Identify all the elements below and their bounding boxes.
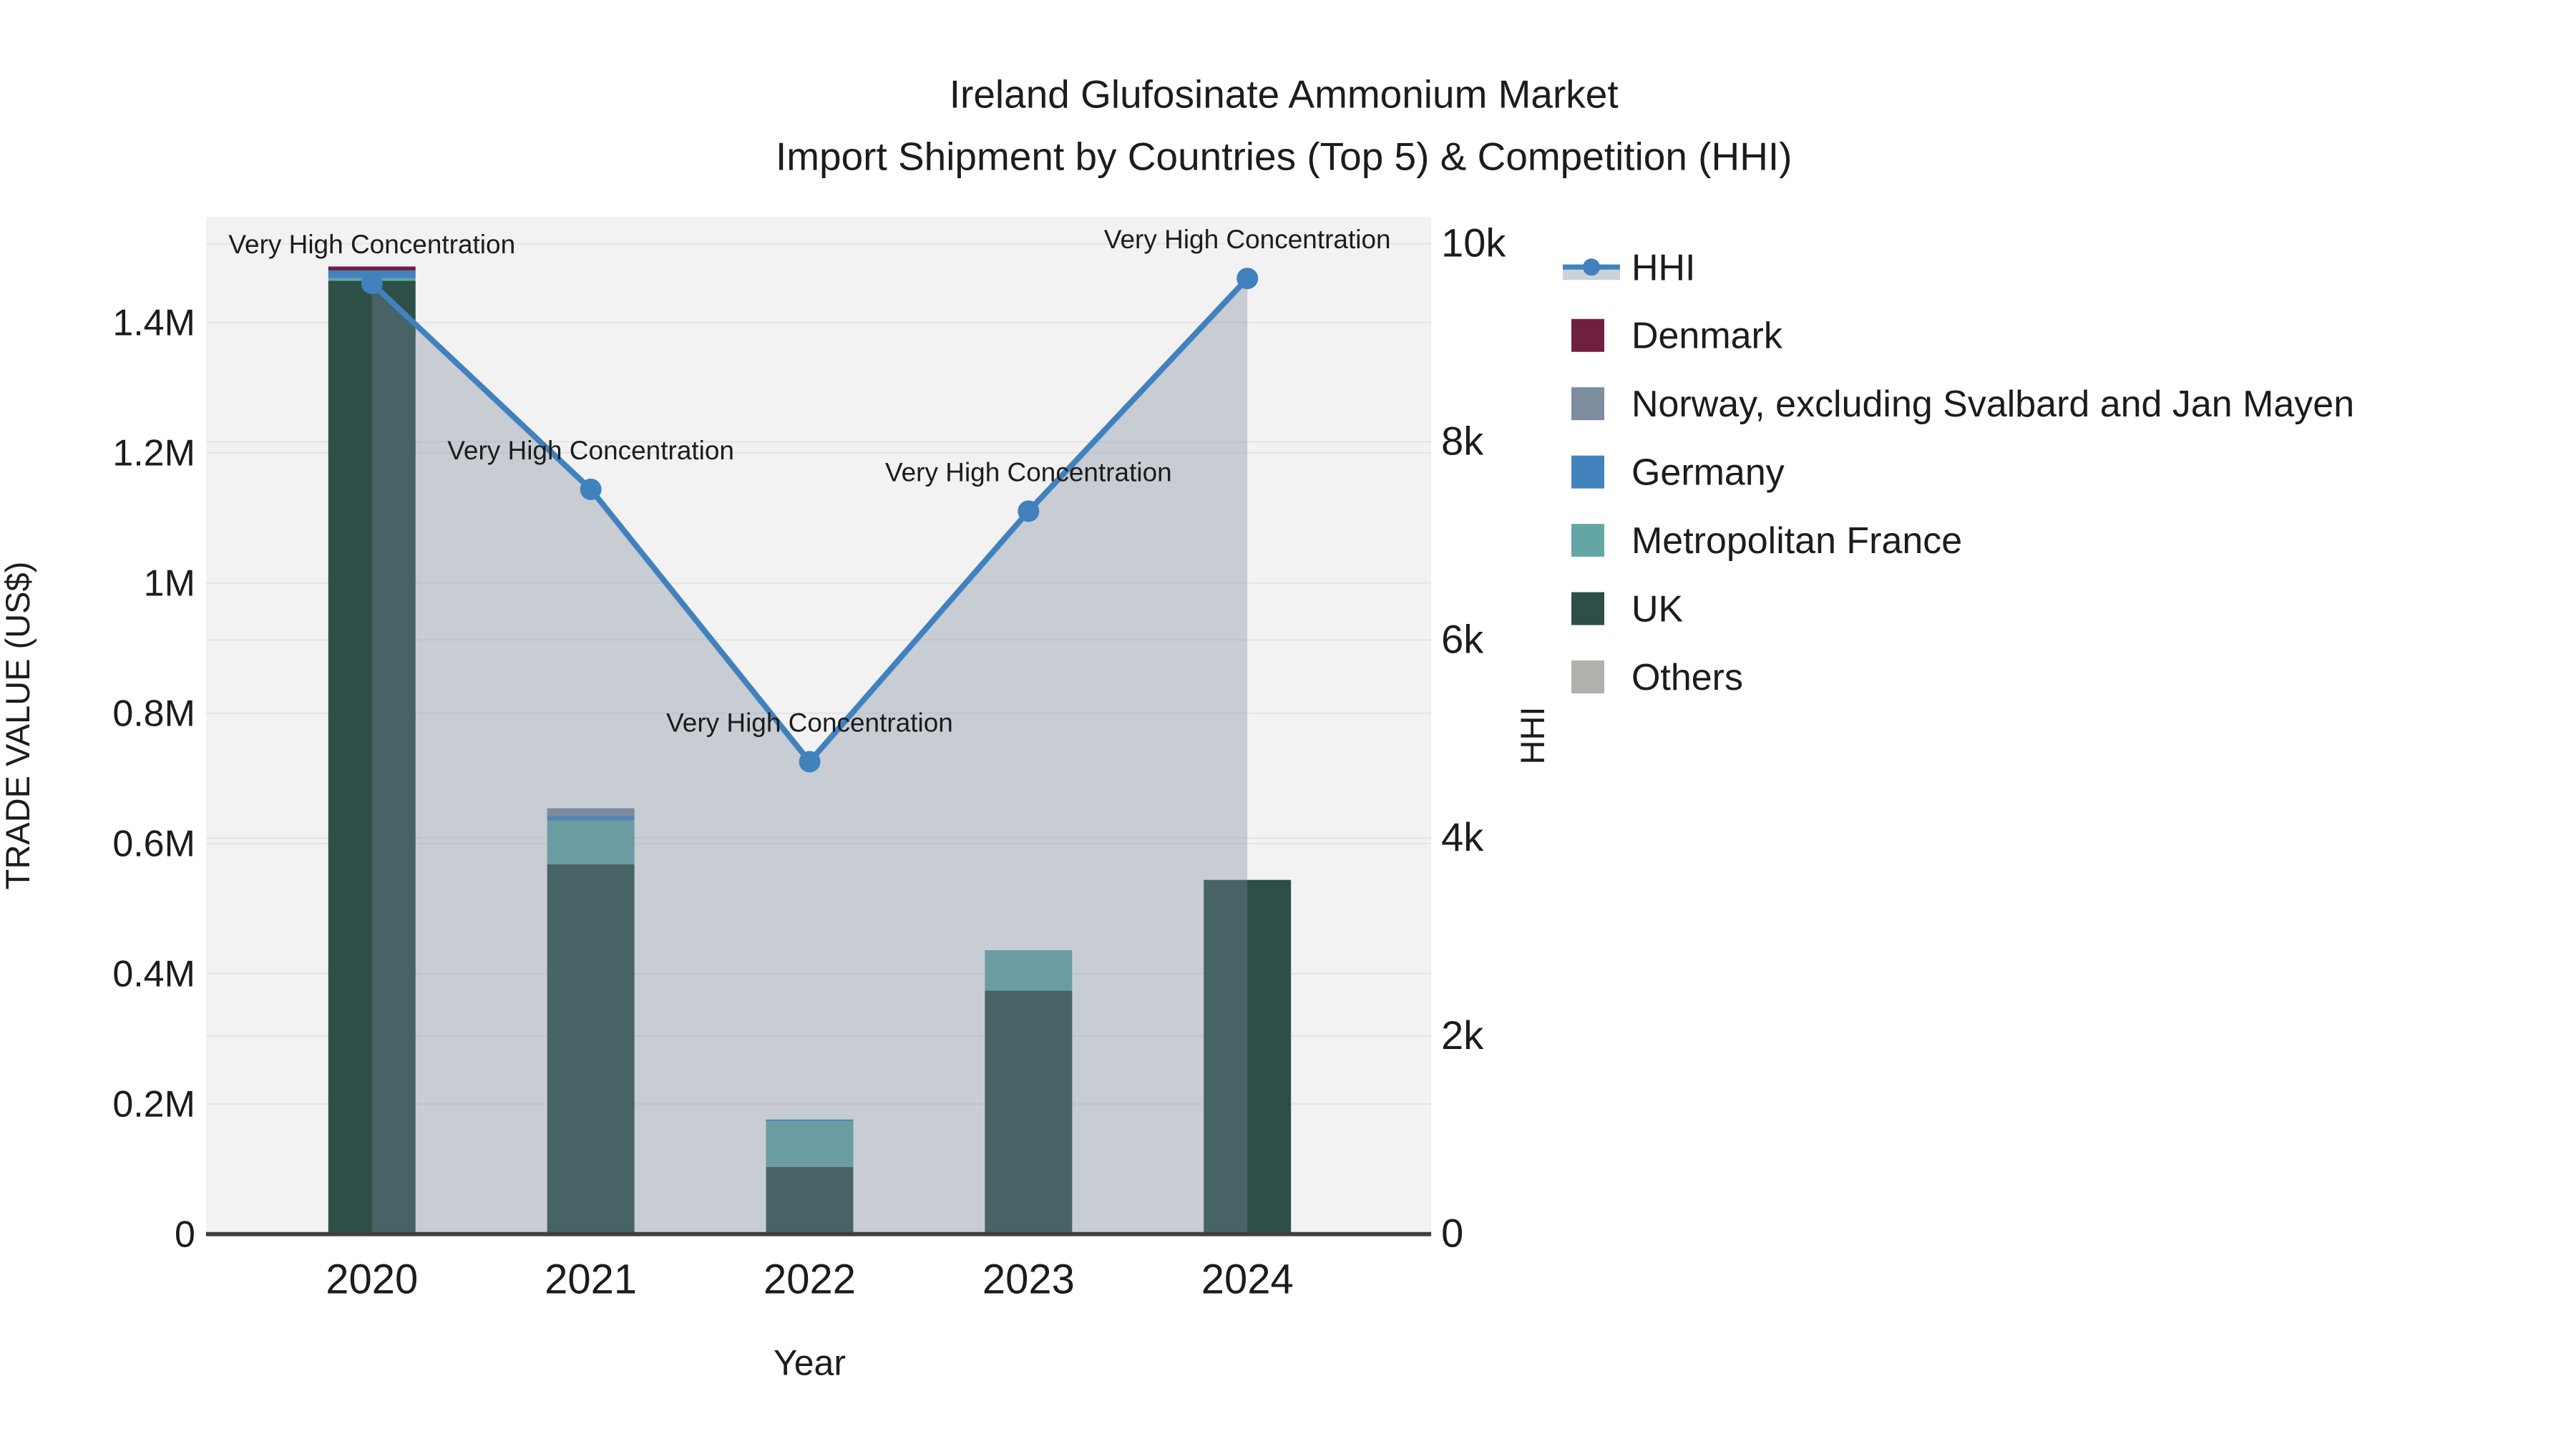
bar-segment-uk-2022[interactable] xyxy=(766,1166,854,1234)
y-right-tick-2k: 2k xyxy=(1441,1013,1484,1058)
hhi-point-2024[interactable] xyxy=(1236,268,1259,290)
legend-item-others[interactable]: Others xyxy=(1571,657,1743,698)
bar-segment-metropolitan-france-2022[interactable] xyxy=(766,1121,854,1167)
tick-labels: 0 0.2M 0.4M 0.6M 0.8M 1M 1.2M 1.4M 0 2k 4k 6k 8k 10k 2… xyxy=(112,220,1506,1303)
y-right-axis-title: HHI xyxy=(1513,707,1551,765)
annotation-2024: Very High Concentration xyxy=(1104,225,1391,254)
hhi-point-2020[interactable] xyxy=(361,273,383,295)
y-right-tick-10k: 10k xyxy=(1441,220,1506,265)
legend-item-germany[interactable]: Germany xyxy=(1571,452,1785,494)
bar-segment-norway-excluding-svalbard-and-jan-mayen-2021[interactable] xyxy=(547,808,635,816)
chart-title-line2: Import Shipment by Countries (Top 5) & C… xyxy=(776,134,1792,178)
legend-item-hhi[interactable]: HHI xyxy=(1562,247,1696,288)
legend-swatch-metropolitan-france xyxy=(1571,524,1604,557)
hhi-point-2022[interactable] xyxy=(799,751,821,773)
y-left-tick-0.8M: 0.8M xyxy=(112,693,195,735)
annotations: Very High Concentration Very High Concent… xyxy=(228,225,1390,737)
y-right-tick-4k: 4k xyxy=(1441,814,1484,859)
bar-segment-uk-2024[interactable] xyxy=(1204,879,1291,1234)
y-right-tick-0: 0 xyxy=(1441,1211,1463,1256)
bar-segment-metropolitan-france-2023[interactable] xyxy=(985,950,1073,991)
legend-label-norway-excluding-svalbard-and-jan-mayen: Norway, excluding Svalbard and Jan Mayen xyxy=(1631,384,2354,425)
legend-item-uk[interactable]: UK xyxy=(1571,589,1683,630)
annotation-2021: Very High Concentration xyxy=(447,436,734,465)
y-left-axis-title: TRADE VALUE (US$) xyxy=(1,562,36,889)
legend-label-uk: UK xyxy=(1631,589,1684,630)
y-left-tick-1M: 1M xyxy=(143,563,195,605)
legend-item-metropolitan-france[interactable]: Metropolitan France xyxy=(1571,520,1962,562)
x-tick-2024[interactable]: 2024 xyxy=(1201,1257,1294,1303)
annotation-2022: Very High Concentration xyxy=(666,708,953,738)
bar-segment-germany-2021[interactable] xyxy=(547,816,635,821)
y-left-tick-1.2M: 1.2M xyxy=(112,433,195,474)
legend-item-denmark[interactable]: Denmark xyxy=(1571,316,1783,357)
legend-label-others: Others xyxy=(1631,657,1743,698)
hhi-marker-swatch xyxy=(1582,258,1600,276)
y-right-tick-6k: 6k xyxy=(1441,616,1484,661)
y-left-tick-0: 0 xyxy=(175,1214,195,1256)
bar-segment-uk-2023[interactable] xyxy=(985,990,1073,1234)
y-left-tick-1.4M: 1.4M xyxy=(112,303,195,344)
annotation-2023: Very High Concentration xyxy=(885,457,1172,487)
annotation-2020: Very High Concentration xyxy=(228,230,515,259)
x-tick-2023[interactable]: 2023 xyxy=(982,1257,1075,1303)
legend-swatch-norway-excluding-svalbard-and-jan-mayen xyxy=(1571,387,1604,421)
legend-label-germany: Germany xyxy=(1631,452,1785,494)
x-tick-2021[interactable]: 2021 xyxy=(545,1257,637,1303)
x-axis-title: Year xyxy=(774,1343,846,1383)
y-left-tick-0.6M: 0.6M xyxy=(112,824,195,865)
y-right-tick-8k: 8k xyxy=(1441,418,1484,463)
legend-swatch-uk xyxy=(1571,592,1604,625)
legend-swatch-denmark xyxy=(1571,318,1604,352)
bar-segment-denmark-2020[interactable] xyxy=(328,266,416,270)
bar-segment-metropolitan-france-2021[interactable] xyxy=(547,820,635,864)
chart-title-line1: Ireland Glufosinate Ammonium Market xyxy=(950,72,1619,116)
y-left-tick-0.2M: 0.2M xyxy=(112,1084,195,1126)
stacked-bars xyxy=(328,266,1291,1234)
hhi-point-2023[interactable] xyxy=(1018,500,1040,522)
y-left-tick-0.4M: 0.4M xyxy=(112,954,195,995)
hhi-line xyxy=(361,268,1259,773)
hhi-point-2021[interactable] xyxy=(580,478,602,500)
legend-swatch-germany xyxy=(1571,455,1604,489)
bar-segment-uk-2021[interactable] xyxy=(547,864,635,1234)
bar-segment-germany-2022[interactable] xyxy=(766,1119,854,1122)
x-tick-2020[interactable]: 2020 xyxy=(326,1257,418,1303)
legend-label-denmark: Denmark xyxy=(1631,316,1783,357)
legend-item-norway-excluding-svalbard-and-jan-mayen[interactable]: Norway, excluding Svalbard and Jan Mayen xyxy=(1571,384,2354,425)
bar-segment-uk-2020[interactable] xyxy=(328,280,416,1234)
x-tick-2022[interactable]: 2022 xyxy=(763,1257,856,1303)
legend-label-metropolitan-france: Metropolitan France xyxy=(1631,520,1962,562)
legend-swatch-others xyxy=(1571,660,1604,694)
legend-label-hhi: HHI xyxy=(1631,247,1696,288)
legend: HHI Denmark Norway, excluding Svalbard and… xyxy=(1562,247,2354,698)
